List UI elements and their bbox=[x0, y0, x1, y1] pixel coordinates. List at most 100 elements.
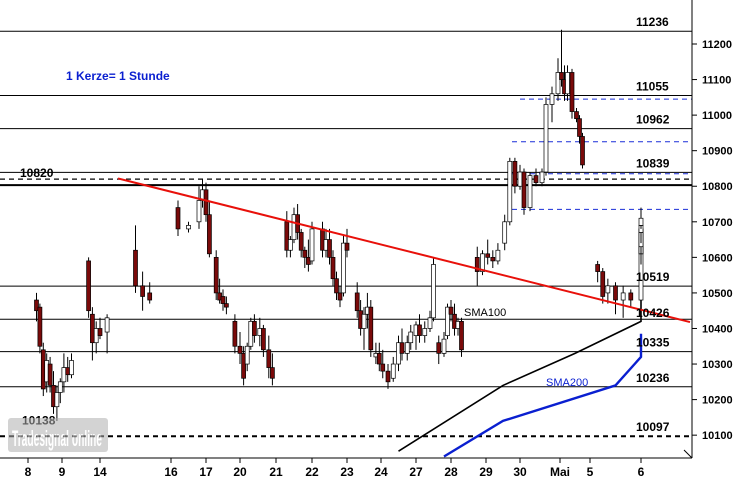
candle-down bbox=[344, 242, 350, 251]
candle-up bbox=[104, 317, 110, 333]
candle-down bbox=[97, 328, 103, 336]
trendline bbox=[117, 177, 691, 324]
candle-up bbox=[288, 239, 293, 251]
candle-down bbox=[569, 72, 575, 112]
candle-up bbox=[404, 342, 410, 354]
x-tick-label: Mai bbox=[550, 465, 570, 479]
candle-up bbox=[54, 392, 60, 408]
candle-up bbox=[480, 253, 485, 272]
candle-down bbox=[385, 370, 391, 383]
y-tick-label: 10700 bbox=[702, 217, 733, 229]
x-tick-label: 28 bbox=[444, 465, 458, 479]
y-tick-label: 10500 bbox=[702, 288, 733, 300]
x-tick-label: 23 bbox=[340, 465, 354, 479]
x-tick-label: 30 bbox=[513, 465, 527, 479]
candle-down bbox=[628, 292, 634, 301]
candles bbox=[34, 29, 644, 421]
candle-up bbox=[445, 306, 450, 336]
candle-down bbox=[436, 342, 442, 354]
candle-down bbox=[380, 363, 386, 372]
x-tick-label: 6 bbox=[638, 465, 645, 479]
y-tick-label: 10300 bbox=[702, 359, 733, 371]
x-tick-label: 8 bbox=[25, 465, 32, 479]
chart-annotation: 1 Kerze= 1 Stunde bbox=[66, 69, 170, 83]
candle-up bbox=[565, 72, 570, 95]
candle-up bbox=[309, 228, 315, 262]
candle-down bbox=[207, 214, 212, 255]
candle-down bbox=[37, 306, 43, 347]
candle-up bbox=[605, 285, 611, 294]
y-tick-label: 11000 bbox=[702, 110, 732, 122]
candle-down bbox=[368, 306, 374, 351]
candle-up bbox=[495, 249, 501, 262]
candle-down bbox=[354, 292, 360, 312]
candle-down bbox=[302, 249, 308, 258]
candle-down bbox=[270, 367, 275, 379]
y-tick-label: 10100 bbox=[702, 430, 733, 442]
candle-down bbox=[559, 72, 564, 80]
candle-down bbox=[133, 249, 138, 287]
level-label: 11236 bbox=[636, 15, 669, 29]
candle-up bbox=[555, 72, 561, 95]
candle-up bbox=[361, 313, 367, 329]
level-label: 10335 bbox=[636, 336, 670, 350]
x-tick-label: 14 bbox=[93, 465, 107, 479]
candle-up bbox=[57, 381, 63, 393]
x-tick-label: 29 bbox=[479, 465, 493, 479]
watermark-box bbox=[8, 418, 108, 452]
candle-down bbox=[533, 175, 539, 184]
candle-down bbox=[334, 278, 339, 294]
sma200-line bbox=[443, 333, 643, 458]
watermark: Tradesignal online bbox=[8, 418, 108, 452]
x-tick-label: 9 bbox=[59, 465, 66, 479]
candle-down bbox=[213, 257, 219, 294]
candle-up bbox=[620, 292, 626, 301]
sma100-label: SMA100 bbox=[464, 307, 506, 319]
level-label: 11055 bbox=[636, 80, 669, 94]
candle-up bbox=[408, 331, 414, 344]
candle-down bbox=[65, 367, 71, 376]
y-tick-label: 10600 bbox=[702, 252, 733, 264]
candle-up bbox=[422, 328, 428, 336]
candle-down bbox=[237, 345, 243, 354]
candle-down bbox=[417, 324, 422, 336]
x-tick-label: 21 bbox=[269, 465, 283, 479]
candle-up bbox=[427, 317, 433, 329]
corner-mark bbox=[683, 449, 693, 459]
candle-down bbox=[613, 285, 618, 301]
x-tick-label: 20 bbox=[233, 465, 247, 479]
candle-down bbox=[241, 353, 246, 379]
x-tick-label: 27 bbox=[409, 465, 423, 479]
y-tick-label: 11100 bbox=[702, 75, 731, 87]
candle-down bbox=[485, 253, 491, 258]
level-label: 10839 bbox=[636, 156, 670, 170]
candle-up bbox=[527, 175, 533, 208]
candle-up bbox=[502, 221, 508, 244]
candle-down bbox=[203, 189, 209, 216]
candle-down bbox=[512, 160, 518, 187]
candle-down bbox=[224, 303, 229, 308]
axes: 10100 10200 10300 10400 10500 10600 10700 10800… bbox=[0, 0, 733, 479]
candle-up bbox=[431, 264, 436, 319]
candle-up bbox=[69, 360, 74, 376]
x-tick-label: 5 bbox=[587, 465, 594, 479]
price-levels bbox=[0, 30, 692, 438]
candle-down bbox=[140, 285, 145, 297]
candle-down bbox=[595, 264, 601, 272]
candle-down bbox=[175, 207, 181, 230]
y-tick-label: 10900 bbox=[702, 146, 733, 158]
candle-down bbox=[90, 313, 95, 344]
candle-up bbox=[441, 338, 447, 354]
candle-down bbox=[474, 257, 480, 272]
candle-up bbox=[539, 171, 545, 184]
y-tick-label: 10400 bbox=[702, 323, 733, 335]
candle-up bbox=[196, 200, 202, 223]
candle-down bbox=[399, 342, 405, 354]
candle-down bbox=[521, 171, 527, 208]
candle-up bbox=[244, 345, 250, 365]
x-tick-label: 22 bbox=[305, 465, 319, 479]
candle-down bbox=[580, 136, 585, 166]
y-tick-label: 10800 bbox=[702, 181, 733, 193]
